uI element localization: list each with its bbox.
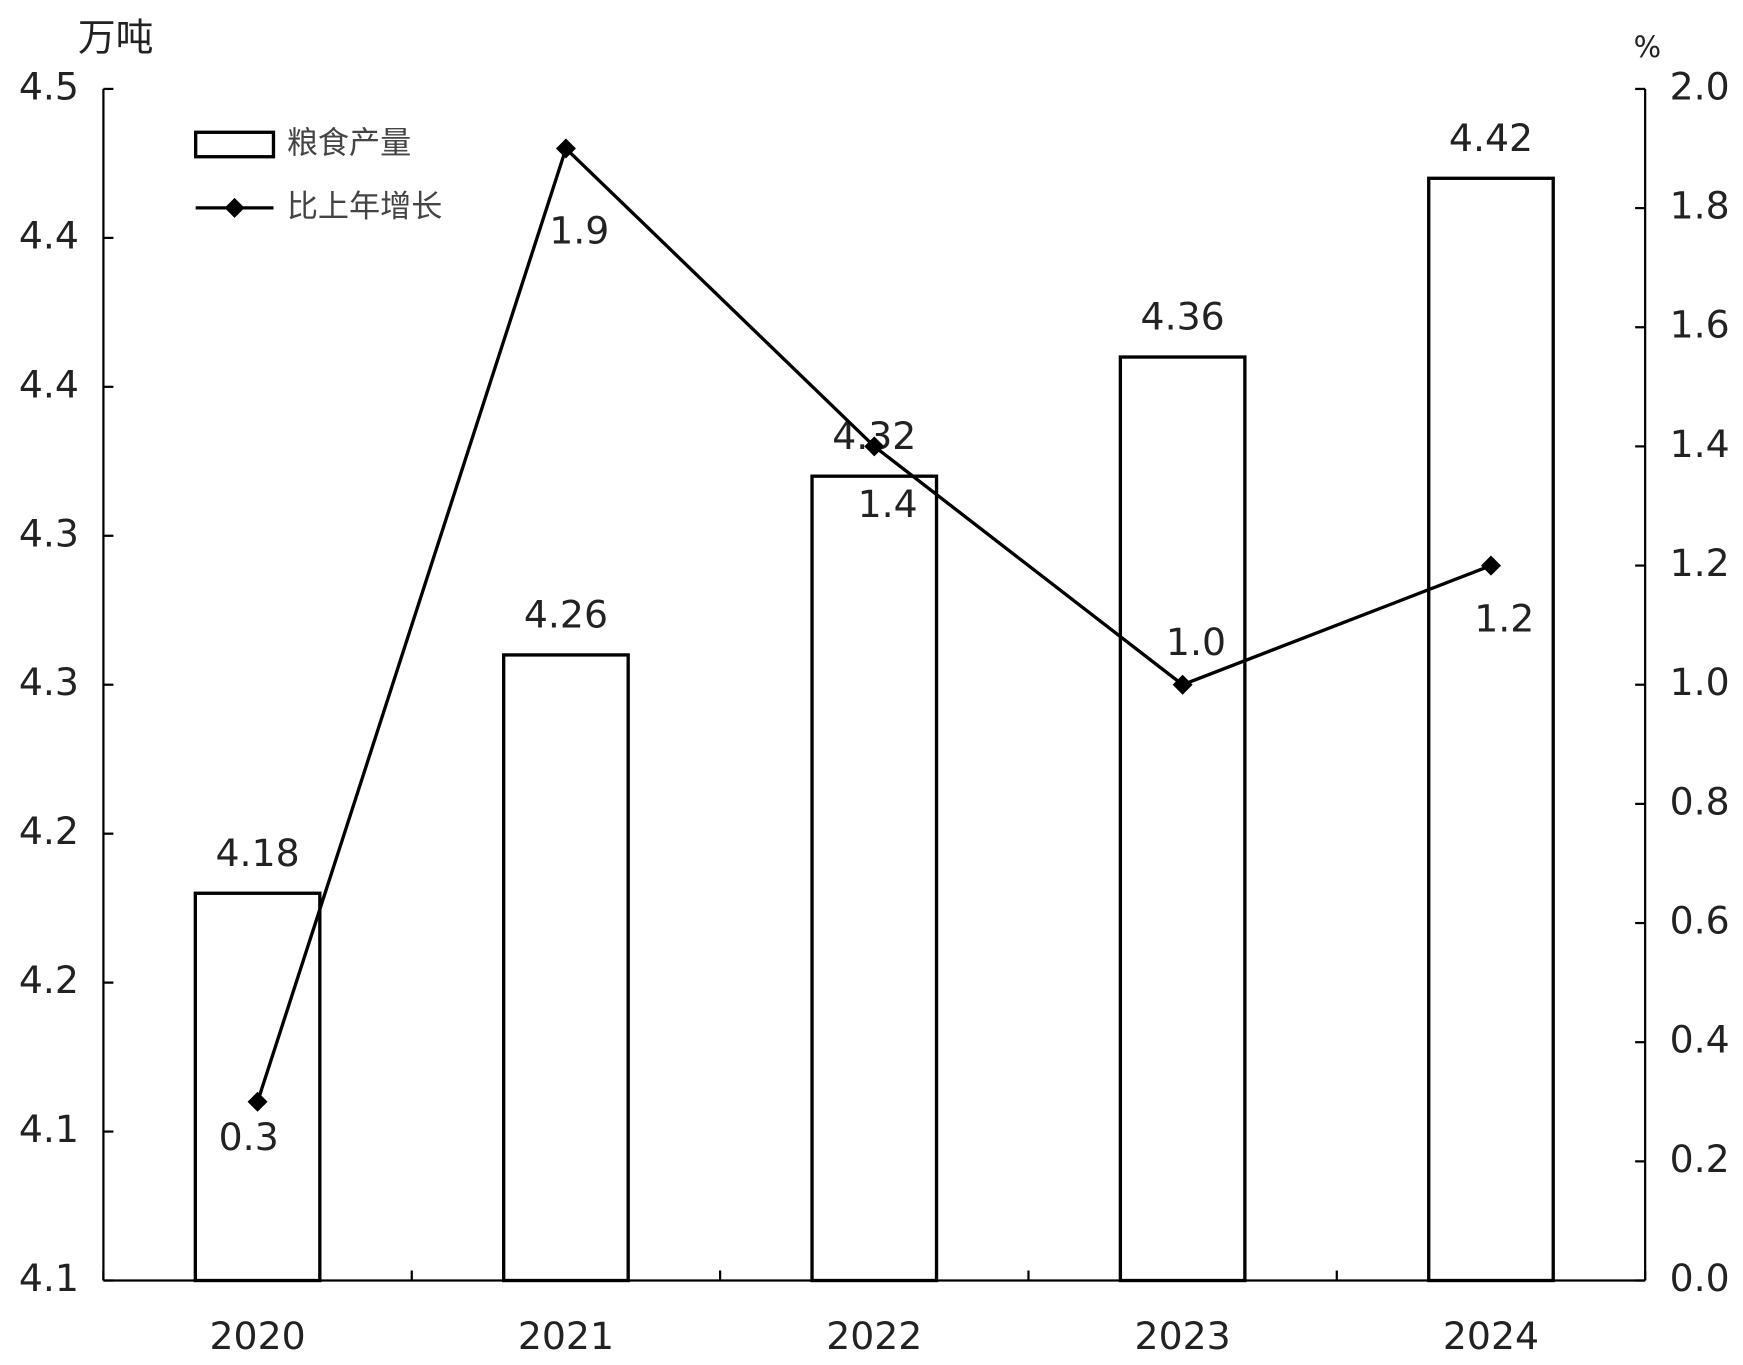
line-marker [247, 1091, 268, 1112]
y-tick-label: 4.1 [19, 1107, 79, 1151]
y-axis-unit: 万吨 [78, 16, 154, 60]
line-value-label: 0.3 [219, 1115, 279, 1159]
y-tick-label: 4.3 [19, 660, 79, 704]
line-value-label: 1.4 [858, 482, 918, 526]
y2-tick-label: 1.4 [1670, 422, 1730, 466]
y2-tick-label: 1.2 [1670, 541, 1730, 585]
bar-value-label: 4.26 [524, 593, 608, 637]
line-marker [864, 436, 885, 457]
line-marker [1480, 555, 1501, 576]
x-tick-label: 2020 [210, 1314, 306, 1358]
bar [1427, 176, 1555, 1283]
y-tick-label: 4.5 [19, 64, 79, 108]
y2-tick-label: 0.2 [1670, 1137, 1730, 1181]
x-tick-label: 2021 [518, 1314, 614, 1358]
line-value-label: 1.9 [549, 208, 609, 252]
y2-tick-label: 0.0 [1670, 1256, 1730, 1300]
y2-tick-label: 0.4 [1670, 1018, 1730, 1062]
x-tick-label: 2023 [1135, 1314, 1231, 1358]
line-marker [1172, 674, 1193, 695]
bar-value-label: 4.36 [1141, 295, 1225, 339]
legend-label: 比上年增长 [287, 189, 443, 225]
y2-tick-label: 1.8 [1670, 184, 1730, 228]
bar [193, 891, 322, 1283]
legend-label: 粮食产量 [287, 126, 411, 162]
y2-tick-label: 0.6 [1670, 899, 1730, 943]
y2-tick-label: 1.6 [1670, 303, 1730, 347]
line-value-label: 1.0 [1166, 620, 1226, 664]
bar [810, 474, 939, 1283]
line-value-label: 1.2 [1474, 597, 1534, 641]
x-tick-label: 2024 [1443, 1314, 1539, 1358]
y-tick-label: 4.2 [19, 958, 79, 1002]
bar-value-label: 4.18 [216, 831, 300, 875]
y-tick-label: 4.4 [19, 213, 79, 257]
y-tick-label: 4.3 [19, 511, 79, 555]
y2-axis-unit: % [1634, 30, 1661, 64]
legend-marker [224, 197, 245, 218]
bar [1118, 355, 1247, 1283]
legend-swatch [194, 130, 276, 159]
y2-tick-label: 0.8 [1670, 779, 1730, 823]
bar-value-label: 4.42 [1449, 116, 1533, 160]
x-tick-label: 2022 [826, 1314, 922, 1358]
y-tick-label: 4.2 [19, 809, 79, 853]
y2-tick-label: 2.0 [1670, 64, 1730, 108]
bar [502, 653, 630, 1283]
y-tick-label: 4.4 [19, 362, 79, 406]
y-tick-label: 4.1 [19, 1256, 79, 1300]
y2-tick-label: 1.0 [1670, 660, 1730, 704]
